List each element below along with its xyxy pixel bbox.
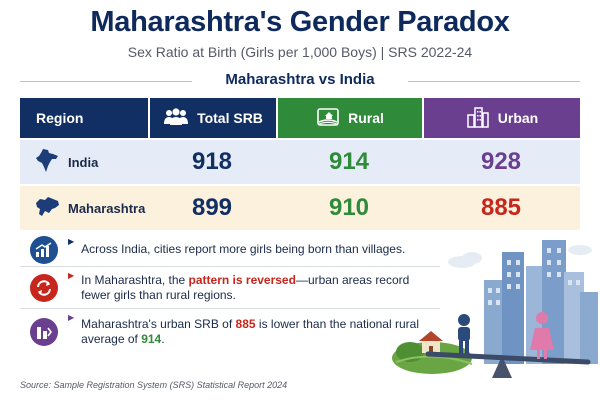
header-urban-label: Urban (497, 110, 539, 126)
table-row-maharashtra: Maharashtra 899 910 885 (20, 186, 580, 230)
finding-text-1: Across India, cities report more girls b… (81, 242, 406, 256)
finding-3-rural-value: 914 (141, 332, 162, 346)
bullet-arrow-icon: ▶ (68, 237, 75, 246)
finding-item: ▶ In Maharashtra, the pattern is reverse… (20, 267, 440, 309)
divider-right (408, 81, 580, 82)
value-india-total: 918 (191, 148, 233, 175)
finding-item: ▶ Maharashtra's urban SRB of 885 is lowe… (20, 309, 440, 355)
finding-3-text-mid: is lower than the national rural average… (81, 317, 419, 346)
comparison-table: Region Total SRB (20, 98, 580, 230)
row-region-india: India (20, 140, 148, 184)
page-title: Maharashtra's Gender Paradox (90, 6, 510, 38)
source-note: Source: Sample Registration System (SRS)… (20, 380, 288, 390)
divider-left (20, 81, 192, 82)
finding-3-text-end: . (161, 332, 165, 346)
header-region: Region (20, 98, 148, 138)
finding-2-text-end: —urban areas record fewer girls than rur… (81, 272, 410, 302)
value-maharashtra-rural: 910 (328, 194, 370, 221)
row-region-maharashtra: Maharashtra (20, 186, 148, 230)
finding-text-2: In Maharashtra, the pattern is reversed—… (81, 273, 440, 303)
value-india-urban: 928 (480, 148, 522, 175)
page-subtitle: Sex Ratio at Birth (Girls per 1,000 Boys… (127, 44, 473, 60)
rising-chart-icon (30, 235, 58, 264)
india-map-icon (34, 148, 60, 177)
finding-text-3: Maharashtra's urban SRB of 885 is lower … (81, 317, 440, 347)
finding-item: ▶ Across India, cities report more girls… (20, 233, 440, 267)
header-region-label: Region (36, 110, 84, 126)
finding-3-urban-value: 885 (235, 317, 256, 331)
table-row-india: India 918 914 928 (20, 140, 580, 184)
bullet-arrow-icon: ▶ (68, 271, 75, 280)
maharashtra-map-icon (34, 196, 60, 221)
city-village-seesaw-illustration (392, 232, 600, 392)
bullet-arrow-icon: ▶ (68, 313, 75, 322)
finding-2-highlight: pattern is reversed (188, 272, 296, 287)
header-urban: Urban (422, 98, 580, 138)
farmland-icon (316, 107, 340, 130)
header-rural-label: Rural (348, 110, 384, 126)
value-india-rural: 914 (328, 148, 370, 175)
value-maharashtra-total: 899 (191, 194, 233, 221)
city-buildings-icon (466, 106, 490, 131)
people-group-icon (163, 107, 189, 130)
row-label-maharashtra: Maharashtra (68, 200, 146, 216)
header-total: Total SRB (148, 98, 276, 138)
header-total-label: Total SRB (197, 110, 263, 126)
reverse-arrows-icon (30, 273, 58, 302)
comparison-chart-icon (30, 318, 58, 346)
key-findings: ▶ Across India, cities report more girls… (20, 233, 440, 355)
finding-3-text-start: Maharashtra's urban SRB of (81, 317, 236, 331)
finding-2-text-start: In Maharashtra, the (81, 272, 189, 287)
table-header-row: Region Total SRB (20, 98, 580, 138)
row-label-india: India (68, 154, 99, 170)
header-rural: Rural (276, 98, 422, 138)
section-title: Maharashtra vs India (225, 71, 375, 88)
value-maharashtra-urban: 885 (480, 194, 522, 221)
section-heading: Maharashtra vs India (20, 71, 580, 91)
